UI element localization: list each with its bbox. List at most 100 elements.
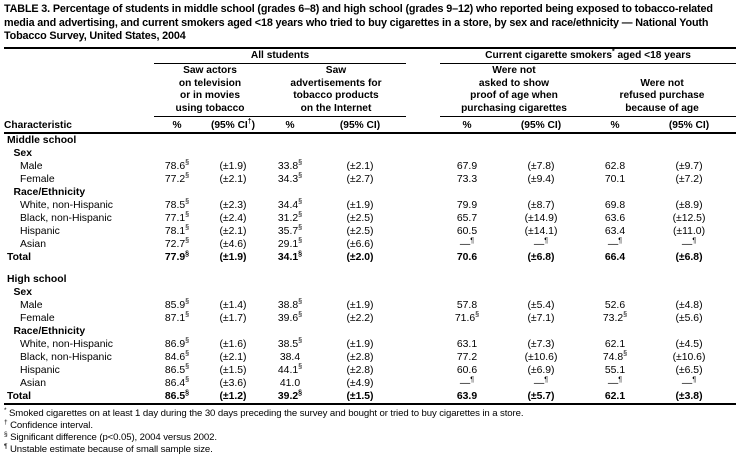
value-cell: 52.6 — [604, 299, 626, 311]
column-header-ci-2: (95% CI) — [494, 116, 588, 134]
row-middle-school-total: Total 77.9§ (±1.9) 34.1§ (±2.0) 70.6 (±6.8) 66.… — [4, 250, 736, 264]
gap-cell — [406, 133, 440, 147]
value-cell: (±8.7) — [527, 199, 555, 211]
row-high-school-white-non-hispanic: White, non-Hispanic 86.9§ (±1.6) 38.5§ (±1.9… — [4, 337, 736, 351]
value-cell: (±2.1) — [346, 160, 374, 172]
value-cell: 70.1 — [604, 173, 626, 185]
empty-cell — [494, 133, 588, 147]
row-middle-school-race-ethnicity: Race/Ethnicity — [4, 186, 736, 199]
value-cell: (±6.5) — [675, 364, 703, 376]
gap-cell — [406, 49, 440, 64]
table-body: Middle school Sex Male 78.6§ (±1.9) 33.8§ (±2.… — [4, 133, 737, 405]
empty-cell — [154, 133, 200, 147]
row-middle-school-black-non-hispanic: Black, non-Hispanic 77.1§ (±2.4) 31.2§ (±2.5… — [4, 211, 736, 225]
empty-cell — [266, 133, 314, 147]
gap-cell — [406, 251, 440, 264]
value-cell: (±2.1) — [219, 173, 247, 185]
subgroup-header-0-1: Saw advertisements for tobacco products … — [266, 63, 406, 118]
row-label: Total — [4, 389, 154, 405]
row-middle-school-middle-school: Middle school — [4, 133, 736, 147]
row-label: Hispanic — [20, 364, 60, 376]
value-cell: (±4.9) — [346, 377, 374, 389]
row-label: High school — [7, 273, 67, 285]
value-cell: 72.7§ — [164, 237, 190, 250]
row-label: Black, non-Hispanic — [20, 212, 112, 224]
row-label: Black, non-Hispanic — [20, 351, 112, 363]
empty-cell — [440, 186, 494, 199]
value-cell: 34.3§ — [277, 172, 303, 185]
gap-cell — [406, 199, 440, 212]
value-cell: 33.8§ — [277, 159, 303, 172]
value-cell: (±2.5) — [346, 225, 374, 237]
gap-cell — [406, 312, 440, 325]
value-cell: (±2.1) — [219, 351, 247, 363]
footnotes: * Smoked cigarettes on at least 1 day du… — [4, 406, 736, 456]
section-spacer — [4, 264, 736, 273]
value-cell: (±3.6) — [219, 377, 247, 389]
subgroup-header-1-0: Were not asked to show proof of age when… — [440, 63, 588, 118]
value-cell: 29.1§ — [277, 237, 303, 250]
value-cell: 44.1§ — [277, 363, 303, 376]
row-label: Female — [20, 312, 55, 324]
row-label: Race/Ethnicity — [13, 325, 86, 337]
column-header-pct-2: % — [440, 116, 494, 134]
value-cell: 55.1 — [604, 364, 626, 376]
value-cell: 57.8 — [456, 299, 478, 311]
value-cell: (±1.9) — [219, 160, 247, 172]
value-cell: (±8.9) — [675, 199, 703, 211]
value-cell: 70.6 — [456, 251, 478, 263]
empty-cell — [314, 273, 406, 286]
empty-cell — [494, 147, 588, 160]
empty-cell — [642, 147, 736, 160]
value-cell: (±1.4) — [219, 299, 247, 311]
value-cell: 67.9 — [456, 160, 478, 172]
row-middle-school-sex: Sex — [4, 147, 736, 160]
value-cell: (±2.2) — [346, 312, 374, 324]
value-cell: (±9.7) — [675, 160, 703, 172]
footnote-0: * Smoked cigarettes on at least 1 day du… — [4, 406, 524, 419]
empty-cell — [588, 147, 642, 160]
value-cell: —¶ — [459, 376, 475, 389]
value-cell: 86.4§ — [164, 376, 190, 389]
empty-cell — [266, 147, 314, 160]
empty-cell — [200, 286, 266, 299]
value-cell: 41.0 — [279, 377, 301, 389]
value-cell: 73.2§ — [602, 311, 628, 324]
empty-cell — [440, 147, 494, 160]
gap-cell — [406, 238, 440, 251]
gap-cell — [406, 338, 440, 351]
gap-cell — [406, 173, 440, 186]
row-label: Middle school — [7, 134, 77, 146]
empty-cell — [314, 133, 406, 147]
empty-cell — [200, 325, 266, 338]
value-cell: 78.1§ — [164, 224, 190, 237]
gap-cell — [406, 351, 440, 364]
value-cell: (±11.0) — [672, 225, 706, 237]
value-cell: 74.8§ — [602, 350, 628, 363]
measure-header-row: Characteristic% (95% CI†)% (95% CI)% (95% C… — [4, 116, 737, 134]
empty-cell — [588, 325, 642, 338]
value-cell: 63.1 — [456, 338, 478, 350]
row-high-school-hispanic: Hispanic 86.5§ (±1.5) 44.1§ (±2.8) 60.6 (±6.9)… — [4, 363, 736, 377]
value-cell: 62.8 — [604, 160, 626, 172]
value-cell: (±6.6) — [346, 238, 374, 250]
empty-cell — [440, 273, 494, 286]
value-cell: (±4.5) — [675, 338, 703, 350]
row-middle-school-hispanic: Hispanic 78.1§ (±2.1) 35.7§ (±2.5) 60.5 (±14.1… — [4, 224, 736, 238]
value-cell: 85.9§ — [164, 298, 190, 311]
value-cell: (±1.9) — [219, 251, 247, 263]
row-label: Race/Ethnicity — [13, 186, 86, 198]
value-cell: 78.6§ — [164, 159, 190, 172]
value-cell: 77.2 — [456, 351, 478, 363]
row-middle-school-male: Male 78.6§ (±1.9) 33.8§ (±2.1) 67.9 (±7.8) 62.8… — [4, 159, 736, 173]
empty-cell — [200, 273, 266, 286]
value-cell: 39.6§ — [277, 311, 303, 324]
empty-cell — [440, 133, 494, 147]
value-cell: (±6.9) — [527, 364, 555, 376]
value-cell: 38.5§ — [277, 337, 303, 350]
value-cell: 73.3 — [456, 173, 478, 185]
value-cell: (±1.5) — [314, 389, 406, 405]
column-header-ci-3: (95% CI) — [642, 116, 737, 134]
value-cell: 31.2§ — [277, 211, 303, 224]
row-label: White, non-Hispanic — [20, 338, 113, 350]
